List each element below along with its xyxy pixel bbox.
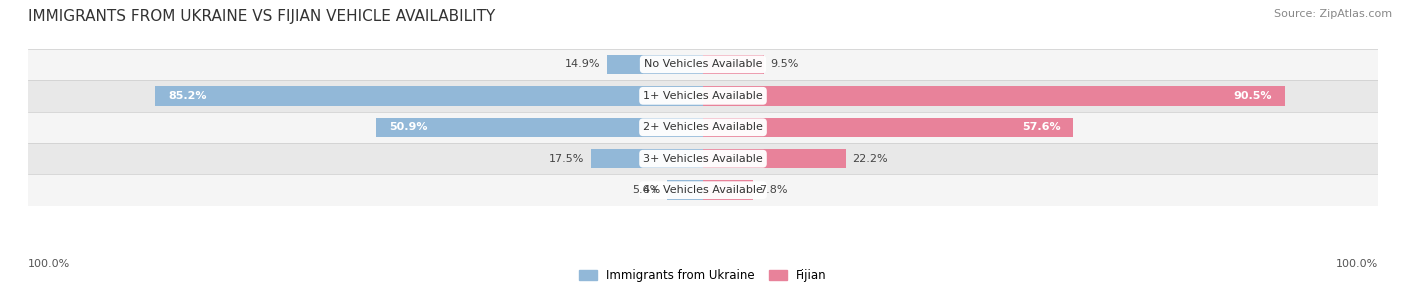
Bar [156,86,703,106]
Bar [703,86,1285,106]
Text: IMMIGRANTS FROM UKRAINE VS FIJIAN VEHICLE AVAILABILITY: IMMIGRANTS FROM UKRAINE VS FIJIAN VEHICL… [28,9,495,23]
Text: Source: ZipAtlas.com: Source: ZipAtlas.com [1274,9,1392,19]
Bar [703,149,845,168]
Text: 85.2%: 85.2% [169,91,207,101]
Text: 22.2%: 22.2% [852,154,887,164]
Text: 1+ Vehicles Available: 1+ Vehicles Available [643,91,763,101]
Bar [375,118,703,137]
Legend: Immigrants from Ukraine, Fijian: Immigrants from Ukraine, Fijian [579,269,827,282]
Bar [28,143,1378,174]
Bar [28,112,1378,143]
Text: 3+ Vehicles Available: 3+ Vehicles Available [643,154,763,164]
Text: 100.0%: 100.0% [1336,259,1378,269]
Bar [28,174,1378,206]
Bar [591,149,703,168]
Text: 7.8%: 7.8% [759,185,787,195]
Text: 2+ Vehicles Available: 2+ Vehicles Available [643,122,763,132]
Bar [28,80,1378,112]
Bar [607,55,703,74]
Text: 9.5%: 9.5% [770,59,799,69]
Bar [703,118,1073,137]
Text: 90.5%: 90.5% [1233,91,1272,101]
Text: 57.6%: 57.6% [1022,122,1060,132]
Text: 50.9%: 50.9% [388,122,427,132]
Bar [666,180,703,200]
Text: 100.0%: 100.0% [28,259,70,269]
Text: 17.5%: 17.5% [548,154,583,164]
Text: 4+ Vehicles Available: 4+ Vehicles Available [643,185,763,195]
Text: 5.6%: 5.6% [633,185,661,195]
Text: 14.9%: 14.9% [565,59,600,69]
Bar [28,49,1378,80]
Bar [703,180,754,200]
Bar [703,55,763,74]
Text: No Vehicles Available: No Vehicles Available [644,59,762,69]
